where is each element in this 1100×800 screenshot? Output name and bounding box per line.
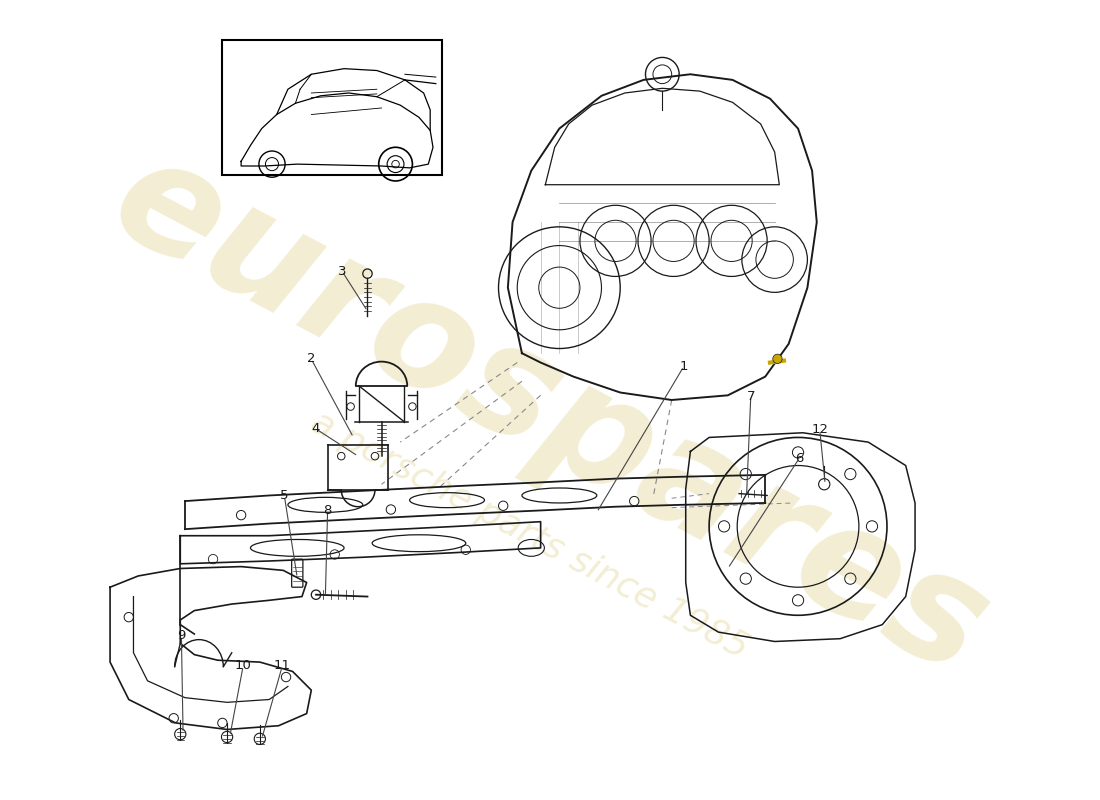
- Text: 12: 12: [812, 423, 828, 437]
- Text: 1: 1: [680, 360, 689, 373]
- Bar: [222, 40, 442, 175]
- Text: 5: 5: [280, 490, 288, 502]
- Text: 2: 2: [307, 352, 316, 366]
- Text: 10: 10: [234, 659, 252, 672]
- Text: 3: 3: [338, 265, 346, 278]
- Text: 8: 8: [323, 504, 332, 518]
- Text: 6: 6: [795, 452, 803, 465]
- Text: eurospares: eurospares: [89, 122, 1011, 707]
- Circle shape: [773, 354, 782, 363]
- Text: 9: 9: [177, 630, 186, 642]
- Text: 7: 7: [747, 390, 755, 402]
- Text: a porsche parts since 1985: a porsche parts since 1985: [305, 405, 754, 665]
- Text: 4: 4: [311, 422, 319, 435]
- Text: 11: 11: [274, 659, 290, 672]
